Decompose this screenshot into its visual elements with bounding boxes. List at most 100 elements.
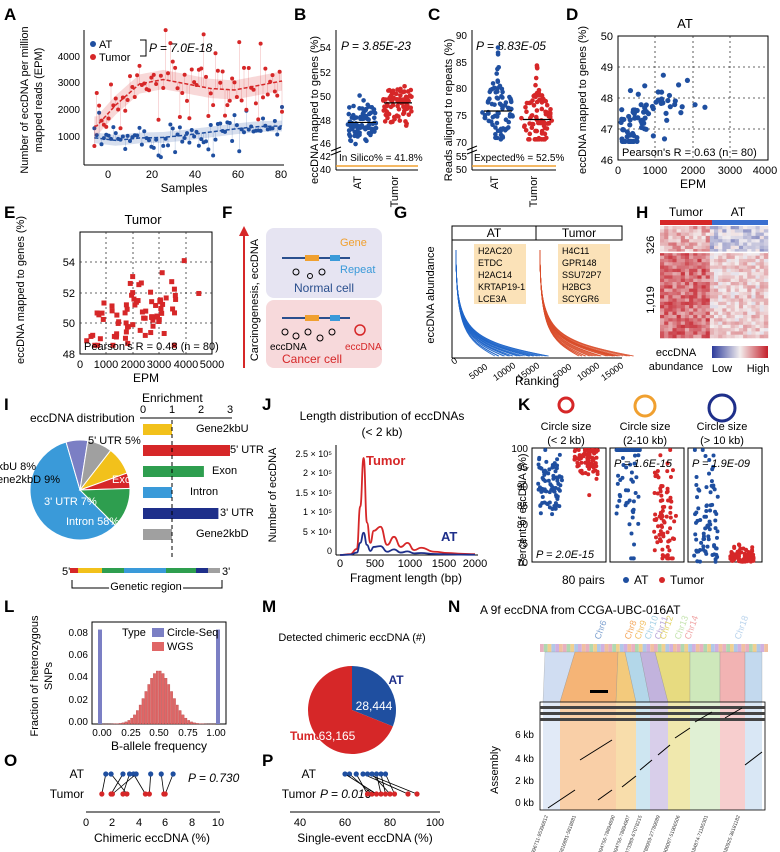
k-point xyxy=(549,483,554,488)
h-cell xyxy=(734,268,740,273)
h-cell xyxy=(751,245,756,250)
panel-letter-b: B xyxy=(294,5,306,24)
h-cell xyxy=(718,278,723,283)
k-point xyxy=(546,471,551,476)
h-cell xyxy=(747,321,752,326)
h-cell xyxy=(680,298,686,303)
e-ytick: 54 xyxy=(63,257,75,269)
h-cell xyxy=(722,268,727,273)
h-cell xyxy=(718,239,723,243)
h-cell xyxy=(751,301,756,306)
k-point xyxy=(632,542,637,547)
h-cell xyxy=(743,229,748,233)
panel-letter-h: H xyxy=(636,203,648,222)
h-cell xyxy=(689,242,694,247)
n-dot-segment xyxy=(547,789,576,809)
k-point xyxy=(704,485,709,490)
panel-letter-j: J xyxy=(262,395,271,414)
h-cell xyxy=(726,288,731,293)
k-plot-area xyxy=(536,448,756,564)
h-cell xyxy=(759,275,765,280)
a-point xyxy=(177,114,182,119)
a-point xyxy=(173,65,178,70)
l-wgs-bar xyxy=(175,704,179,725)
d-point xyxy=(666,92,673,99)
h-cell xyxy=(689,268,694,273)
h-cell xyxy=(747,308,752,312)
h-cell xyxy=(680,229,686,233)
h-cell xyxy=(743,252,748,256)
h-cell xyxy=(672,245,677,250)
k-point xyxy=(559,475,564,480)
k-point xyxy=(713,559,718,564)
d-point xyxy=(626,113,632,120)
h-cell xyxy=(672,232,677,237)
h-cell xyxy=(738,275,744,280)
n-ideogram-cell xyxy=(608,644,613,652)
i-bar-label: 5' UTR xyxy=(230,444,264,456)
h-cell xyxy=(672,308,677,312)
n-ideogram-cell xyxy=(752,644,757,652)
h-cell xyxy=(755,239,760,243)
c-point xyxy=(536,137,542,142)
k-point xyxy=(655,468,660,473)
h-cell xyxy=(747,249,752,253)
k-point xyxy=(551,473,556,478)
h-cell xyxy=(755,285,760,289)
p-tumor-point xyxy=(414,791,420,797)
k-point xyxy=(705,544,710,549)
i-bar-label: Exon xyxy=(212,465,237,477)
h-cell xyxy=(676,301,682,306)
p-pair-line xyxy=(367,773,418,795)
k-point xyxy=(673,513,678,518)
k-frame-1 xyxy=(531,447,607,563)
b-xtick-tumor: Tumor xyxy=(389,176,401,208)
h-cell xyxy=(660,321,665,326)
h-cell xyxy=(722,242,727,247)
h-cell xyxy=(684,288,690,293)
l-legend-circle: Circle-Seq xyxy=(167,627,218,639)
d-ytick: 46 xyxy=(601,155,613,167)
c-point xyxy=(485,98,491,104)
l-ytick: 0.06 xyxy=(69,650,89,661)
h-cell xyxy=(751,249,756,253)
h-cell xyxy=(705,288,711,293)
h-heatmap xyxy=(660,226,769,339)
e-point xyxy=(143,308,149,314)
k-point xyxy=(695,495,700,500)
o-xtick: 10 xyxy=(212,817,224,829)
k-point xyxy=(714,535,719,540)
e-point xyxy=(122,335,128,341)
h-cell xyxy=(763,311,769,316)
h-cell xyxy=(676,305,682,309)
h-cell xyxy=(722,305,727,309)
d-ytick: 49 xyxy=(601,62,613,74)
h-cell xyxy=(664,242,669,247)
a-point xyxy=(137,125,142,130)
i-title: eccDNA distribution xyxy=(30,411,135,425)
h-cell xyxy=(722,239,727,243)
h-cell xyxy=(714,334,719,339)
d-point xyxy=(678,110,684,116)
h-cell xyxy=(709,311,715,316)
h-cell xyxy=(701,321,706,326)
h-cell xyxy=(722,258,727,263)
h-cell xyxy=(693,301,698,306)
h-cell xyxy=(714,255,719,260)
c-point xyxy=(493,89,499,95)
f-ecc-circle xyxy=(281,328,289,336)
n-ideogram-cell xyxy=(642,644,647,652)
k-point xyxy=(658,489,663,494)
k-point xyxy=(555,457,560,462)
h-cell xyxy=(660,298,665,303)
h-cell xyxy=(660,232,665,237)
h-cell xyxy=(734,328,740,332)
h-cell xyxy=(763,245,769,250)
h-cell xyxy=(664,288,669,293)
e-point xyxy=(142,332,148,338)
i-bar xyxy=(143,466,204,477)
h-cell xyxy=(701,324,706,329)
h-cell xyxy=(718,249,723,253)
f-cancer: Cancer cell xyxy=(282,352,342,366)
h-cell xyxy=(693,229,698,233)
